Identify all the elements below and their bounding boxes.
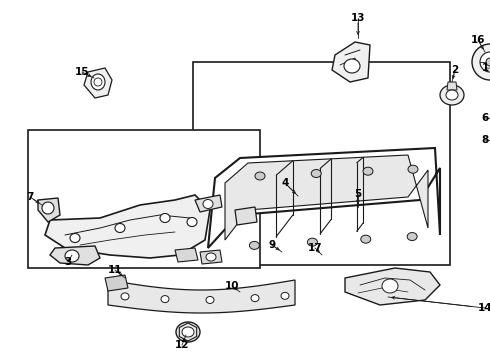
- Polygon shape: [208, 148, 440, 248]
- Ellipse shape: [408, 165, 418, 173]
- Polygon shape: [108, 280, 295, 313]
- Polygon shape: [50, 246, 100, 265]
- Text: 17: 17: [308, 243, 322, 253]
- Text: 14: 14: [478, 303, 490, 313]
- Text: 10: 10: [225, 281, 239, 291]
- Polygon shape: [105, 275, 128, 291]
- Text: 9: 9: [269, 240, 275, 250]
- Text: 4: 4: [281, 178, 289, 188]
- Ellipse shape: [344, 59, 360, 73]
- Ellipse shape: [440, 85, 464, 105]
- Ellipse shape: [307, 238, 318, 246]
- Text: 2: 2: [451, 65, 459, 75]
- Text: 5: 5: [354, 189, 362, 199]
- Text: 1: 1: [481, 63, 489, 73]
- Text: 7: 7: [26, 192, 34, 202]
- Text: 11: 11: [108, 265, 122, 275]
- Ellipse shape: [91, 74, 105, 90]
- Text: 3: 3: [64, 257, 72, 267]
- Ellipse shape: [187, 217, 197, 226]
- Ellipse shape: [311, 170, 321, 177]
- Bar: [28, 130, 260, 268]
- Ellipse shape: [251, 294, 259, 302]
- Text: 15: 15: [75, 67, 89, 77]
- Ellipse shape: [65, 250, 79, 262]
- Ellipse shape: [70, 234, 80, 243]
- Text: 6: 6: [481, 113, 489, 123]
- Ellipse shape: [203, 199, 213, 208]
- Ellipse shape: [121, 293, 129, 300]
- Ellipse shape: [161, 296, 169, 303]
- Ellipse shape: [182, 327, 194, 337]
- Ellipse shape: [361, 235, 371, 243]
- Ellipse shape: [206, 253, 216, 261]
- Polygon shape: [332, 42, 370, 82]
- Polygon shape: [225, 155, 428, 240]
- Ellipse shape: [160, 213, 170, 222]
- Polygon shape: [235, 207, 257, 225]
- Ellipse shape: [206, 296, 214, 303]
- Ellipse shape: [363, 167, 373, 175]
- Ellipse shape: [249, 242, 259, 249]
- Ellipse shape: [480, 52, 490, 72]
- Text: 16: 16: [471, 35, 485, 45]
- Ellipse shape: [255, 172, 265, 180]
- Polygon shape: [345, 268, 440, 305]
- Polygon shape: [175, 248, 198, 262]
- Text: 8: 8: [481, 135, 489, 145]
- Polygon shape: [38, 198, 60, 222]
- Ellipse shape: [281, 292, 289, 299]
- Text: 13: 13: [351, 13, 365, 23]
- Ellipse shape: [472, 44, 490, 80]
- Ellipse shape: [42, 202, 54, 214]
- Text: 12: 12: [175, 340, 189, 350]
- Ellipse shape: [176, 322, 200, 342]
- Ellipse shape: [407, 233, 417, 240]
- Polygon shape: [200, 250, 222, 264]
- Ellipse shape: [115, 224, 125, 233]
- Ellipse shape: [382, 279, 398, 293]
- Polygon shape: [447, 82, 457, 90]
- Ellipse shape: [486, 58, 490, 66]
- Bar: [193, 62, 450, 265]
- Polygon shape: [84, 68, 112, 98]
- Ellipse shape: [446, 90, 458, 100]
- Polygon shape: [195, 195, 222, 212]
- Polygon shape: [45, 195, 210, 258]
